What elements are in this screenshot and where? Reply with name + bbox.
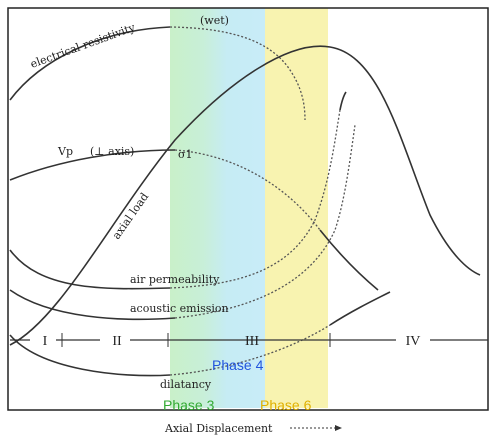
curve-label: (⊥ axis)	[90, 145, 134, 158]
dilatancy-curve	[9, 334, 171, 377]
dilatancy-dashed	[169, 324, 331, 376]
curve-label: Vp	[57, 145, 73, 158]
curve-label: Vp	[57, 145, 73, 158]
phase-band-yellow	[265, 8, 328, 408]
stage-label: IV	[406, 334, 421, 349]
curve-label: acoustic emission	[130, 302, 229, 315]
stage-label: I	[43, 334, 48, 349]
label-bg	[30, 332, 56, 348]
stage-label: II	[112, 334, 122, 349]
curve-label: air permeability	[130, 273, 220, 286]
acoustic-dashed	[174, 124, 356, 319]
resistivity-curve-dashed	[169, 26, 306, 121]
vp-curve-end	[319, 229, 379, 291]
phase-label: Phase 4	[212, 357, 264, 373]
phase-label: Phase 6	[260, 397, 312, 413]
curve-label: σ1	[178, 148, 193, 161]
label-bg	[396, 332, 430, 348]
axis-arrow-head	[335, 425, 342, 431]
phase-label: Phase 3	[163, 397, 215, 413]
vp-curve-dashed	[174, 149, 321, 231]
axial-load-curve	[9, 45, 481, 346]
vp-curve	[9, 149, 176, 181]
stage-label: III	[245, 334, 259, 349]
air-permeability-end	[339, 91, 347, 111]
air-permeability-curve	[9, 249, 171, 290]
curve-label: dilatancy	[160, 378, 212, 391]
x-axis-label: Axial Displacement	[164, 422, 273, 435]
acoustic-curve	[9, 289, 176, 321]
resistivity-curve	[9, 26, 171, 101]
air-permeability-dashed	[169, 109, 341, 289]
frame	[7, 7, 489, 411]
curve-label: (wet)	[200, 14, 229, 27]
label-bg	[100, 332, 130, 348]
dilatancy-end	[329, 291, 391, 326]
